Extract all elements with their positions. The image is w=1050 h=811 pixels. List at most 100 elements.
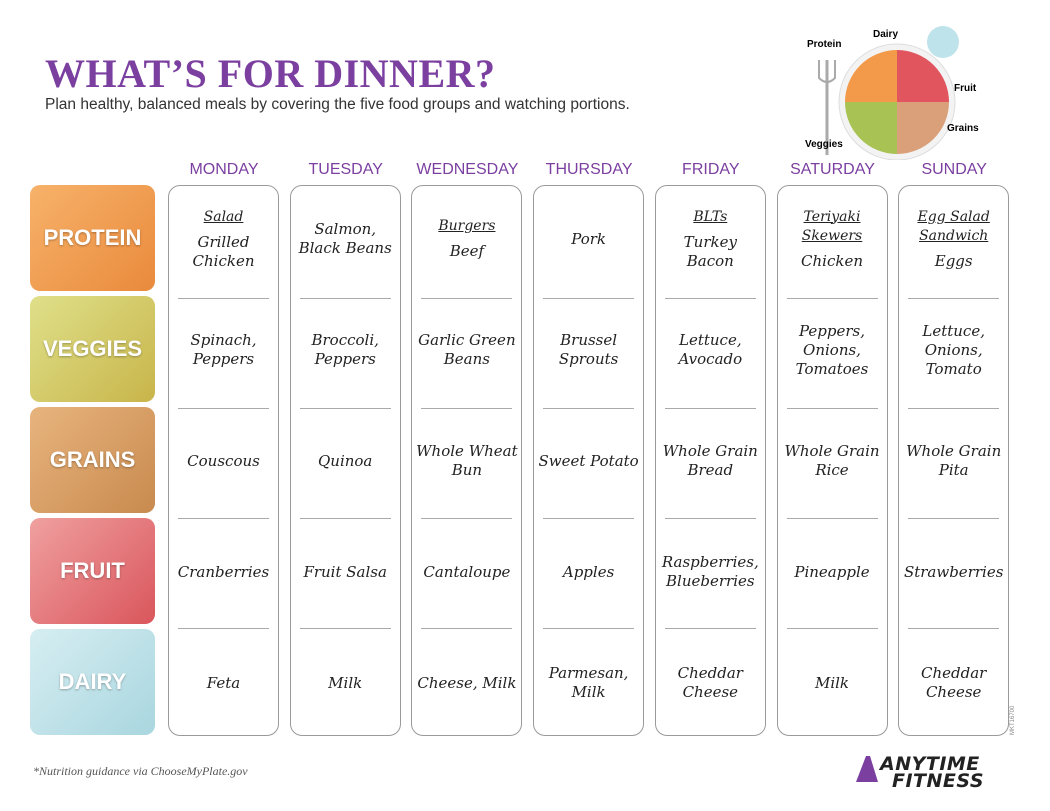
meal-entry: Quinoa (317, 451, 373, 470)
meal-cell: Cheddar Cheese (901, 633, 1006, 733)
divider (178, 298, 269, 299)
meal-cell: Cranberries (171, 522, 276, 622)
meal-cell: Egg Salad Sandwich Eggs (901, 189, 1006, 289)
day-header: THURSDAY (545, 161, 633, 178)
meal-entry: Feta (206, 673, 241, 692)
meal-entry: Peppers, Onions, Tomatoes (795, 321, 869, 378)
meal-entry: Cheddar Cheese (921, 664, 987, 701)
meal-entry: Eggs (934, 251, 973, 270)
meal-entry: Milk (328, 673, 363, 692)
meal-cell: Burgers Beef (414, 189, 519, 289)
food-group: GRAINS (30, 407, 155, 513)
meal-cell: Salad Grilled Chicken (171, 189, 276, 289)
divider (908, 628, 1000, 629)
divider (421, 298, 513, 299)
plate-label: Protein (807, 39, 841, 50)
meal-entry: Whole Grain Rice (784, 442, 880, 479)
meal-cell: Fruit Salsa (293, 522, 398, 622)
meal-cell: Whole Grain Rice (780, 411, 885, 511)
meal-cell: Couscous (171, 411, 276, 511)
meal-entry: Chicken (801, 251, 863, 270)
divider (908, 298, 1000, 299)
divider (421, 518, 513, 519)
plate-label: Dairy (873, 29, 898, 40)
divider (299, 628, 391, 629)
meal-entry: Raspberries, Blueberries (661, 553, 759, 590)
meal-entry: Cheese, Milk (417, 673, 517, 692)
meal-cell: Apples (536, 522, 641, 622)
meal-entry: Pineapple (794, 562, 870, 581)
day-card (289, 185, 401, 736)
meal-cell: Brussel Sprouts (536, 300, 641, 400)
divider (664, 518, 756, 519)
code: MKT16700 (1010, 705, 1016, 735)
divider (299, 408, 391, 409)
day-card (776, 185, 888, 736)
meal-cell: Pork (536, 189, 641, 289)
meal-entry: Milk (814, 673, 850, 692)
meal-cell: Pineapple (780, 522, 885, 622)
plate-label: Veggies (805, 139, 843, 150)
divider (421, 628, 513, 629)
meal-cell: Whole Wheat Bun (414, 411, 519, 511)
divider (178, 518, 269, 519)
day-card (654, 185, 766, 736)
divider (908, 408, 1000, 409)
divider (786, 628, 878, 629)
meal-cell: Sweet Potato (536, 411, 641, 511)
meal-cell: Cheese, Milk (414, 633, 519, 733)
meal-entry: Brussel Sprouts (558, 331, 619, 368)
divider (299, 518, 391, 519)
plate-label: Grains (947, 123, 979, 134)
plate-label: Fruit (954, 83, 977, 94)
food-group: DAIRY (30, 629, 155, 735)
logo: ANYTIME (880, 753, 980, 775)
meal-entry: Lettuce, Onions, Tomato (922, 321, 985, 378)
day-card (898, 185, 1010, 736)
day-header: MONDAY (189, 161, 259, 178)
dish-name: Teriyaki Skewers (801, 208, 863, 244)
dish-name: Burgers (438, 218, 496, 234)
meal-entry: Lettuce, Avocado (678, 331, 743, 368)
meal-cell: Whole Grain Bread (658, 411, 763, 511)
divider (178, 408, 269, 409)
meal-entry: Sweet Potato (538, 451, 639, 470)
day-header: SUNDAY (921, 161, 987, 178)
day-card (411, 185, 523, 736)
divider (543, 408, 635, 409)
logo: FITNESS (892, 770, 985, 792)
footnote: *Nutrition guidance via ChooseMyPlate.go… (33, 764, 248, 778)
meal-entry: Beef (449, 242, 485, 260)
meal-cell: Peppers, Onions, Tomatoes (780, 300, 885, 400)
divider (421, 408, 513, 409)
meal-entry: Cranberries (177, 562, 270, 581)
meal-cell: Milk (780, 633, 885, 733)
meal-cell: Quinoa (293, 411, 398, 511)
meal-cell: Parmesan, Milk (536, 633, 641, 733)
meal-cell: Whole Grain Pita (901, 411, 1006, 511)
meal-cell: BLTs Turkey Bacon (658, 189, 763, 289)
divider (786, 408, 878, 409)
day-card (168, 185, 279, 736)
divider (543, 628, 635, 629)
food-group: VEGGIES (30, 296, 155, 402)
meal-cell: Cheddar Cheese (658, 633, 763, 733)
meal-cell: Lettuce, Avocado (658, 300, 763, 400)
dish-name: Egg Salad Sandwich (917, 208, 990, 244)
meal-cell: Lettuce, Onions, Tomato (901, 300, 1006, 400)
divider (664, 408, 756, 409)
meal-entry: Spinach, Peppers (190, 331, 257, 368)
meal-entry: Broccoli, Peppers (311, 331, 379, 368)
food-group: PROTEIN (30, 185, 155, 291)
meal-cell: Milk (293, 633, 398, 733)
meal-cell: Spinach, Peppers (171, 300, 276, 400)
meal-entry: Apples (562, 562, 615, 581)
meal-entry: Couscous (187, 451, 260, 470)
meal-entry: Pork (571, 229, 606, 248)
divider (178, 628, 269, 629)
meal-cell: Teriyaki Skewers Chicken (780, 189, 885, 289)
meal-cell: Cantaloupe (414, 522, 519, 622)
meal-cell: Raspberries, Blueberries (658, 522, 763, 622)
meal-entry: Whole Grain Bread (662, 442, 758, 479)
day-header: SATURDAY (790, 161, 875, 178)
